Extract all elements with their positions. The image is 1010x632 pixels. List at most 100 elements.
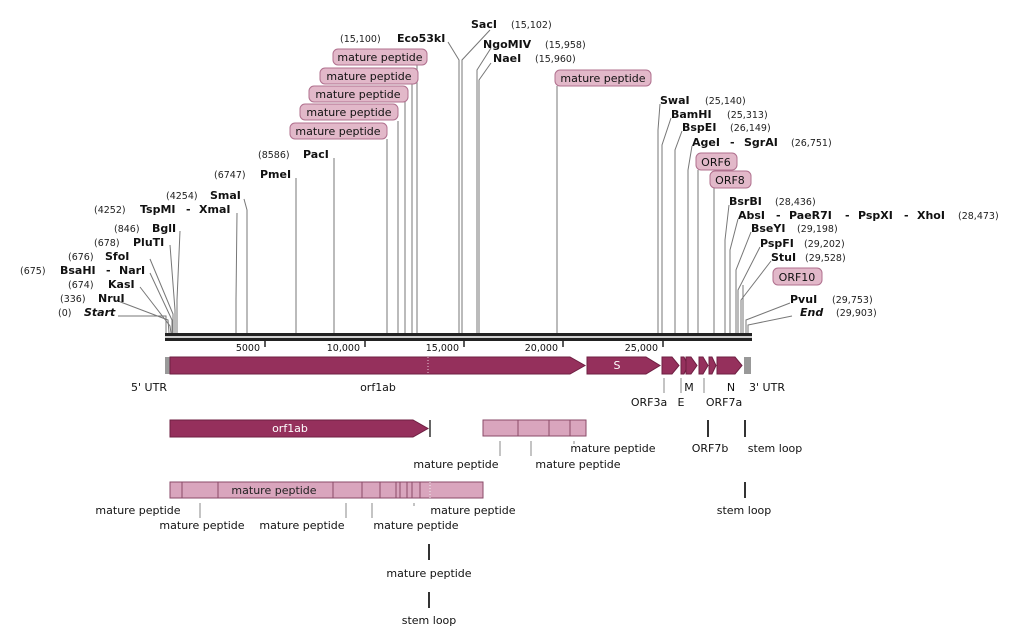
pspxi-label[interactable]: PspXI bbox=[858, 209, 893, 222]
s-gene-arrow[interactable] bbox=[586, 356, 661, 375]
mp-row-b5-label: mature peptide bbox=[373, 519, 458, 532]
pill-mature-peptide-2[interactable]: mature peptide bbox=[319, 67, 419, 85]
bamhi-label[interactable]: BamHI bbox=[671, 108, 712, 121]
naei-label[interactable]: NaeI bbox=[493, 52, 521, 65]
bamhi-pos: (25,313) bbox=[727, 110, 768, 121]
kasi-pos: (674) bbox=[68, 280, 94, 291]
svg-text:mature peptide: mature peptide bbox=[315, 88, 400, 101]
mp-row-b3-label: mature peptide bbox=[159, 519, 244, 532]
s-gene-label: S bbox=[614, 359, 621, 372]
bsahi-label[interactable]: BsaHI bbox=[60, 264, 96, 277]
mature-peptide-group-right[interactable] bbox=[482, 419, 587, 437]
bseyi-label[interactable]: BseYI bbox=[751, 222, 785, 235]
svg-text:ORF8: ORF8 bbox=[715, 174, 745, 187]
xhoi-label[interactable]: XhoI bbox=[917, 209, 945, 222]
nari-label[interactable]: NarI bbox=[119, 264, 145, 277]
paer7i-label[interactable]: PaeR7I bbox=[789, 209, 832, 222]
pill-mature-peptide-1[interactable]: mature peptide bbox=[332, 48, 428, 66]
mp-bar-label: mature peptide bbox=[231, 484, 316, 497]
svg-text:ORF10: ORF10 bbox=[779, 271, 816, 284]
tspmi-pos: (4252) bbox=[94, 205, 126, 216]
swai-label[interactable]: SwaI bbox=[660, 94, 690, 107]
mp-row-a2-label: mature peptide bbox=[413, 458, 498, 471]
pspfi-label[interactable]: PspFI bbox=[760, 237, 794, 250]
orf6-arrow[interactable] bbox=[698, 356, 709, 375]
bspei-pos: (26,149) bbox=[730, 123, 771, 134]
orf7a-arrow[interactable] bbox=[708, 356, 717, 375]
svg-text:mature peptide: mature peptide bbox=[326, 70, 411, 83]
eco53ki-pos: (15,100) bbox=[340, 34, 381, 45]
pluti-label[interactable]: PluTI bbox=[133, 236, 164, 249]
pill-mature-peptide-3[interactable]: mature peptide bbox=[308, 85, 409, 103]
enzyme-labels: (0) Start (336) NruI (674) KasI (675) Bs… bbox=[20, 148, 329, 319]
agei-pos: (26,751) bbox=[791, 138, 832, 149]
bgli-pos: (846) bbox=[114, 224, 140, 235]
orf1ab-second-label: orf1ab bbox=[272, 422, 308, 435]
pvui-label[interactable]: PvuI bbox=[790, 293, 817, 306]
smai-label[interactable]: SmaI bbox=[210, 189, 241, 202]
pluti-pos: (678) bbox=[94, 238, 120, 249]
utr5-label: 5' UTR bbox=[131, 381, 167, 394]
absi-sep2: - bbox=[845, 209, 850, 222]
n-arrow[interactable] bbox=[716, 356, 743, 375]
agei-label[interactable]: AgeI bbox=[692, 136, 720, 149]
svg-text:mature peptide: mature peptide bbox=[295, 125, 380, 138]
agei-sep: - bbox=[730, 136, 735, 149]
nrui-label[interactable]: NruI bbox=[98, 292, 125, 305]
pill-orf8[interactable]: ORF8 bbox=[709, 170, 752, 189]
pill-orf10[interactable]: ORF10 bbox=[772, 267, 823, 286]
tspmi-label[interactable]: TspMI bbox=[140, 203, 176, 216]
stem-loop-label-1: stem loop bbox=[748, 442, 803, 455]
sfoi-label[interactable]: SfoI bbox=[105, 250, 129, 263]
eco53ki-label[interactable]: Eco53kI bbox=[397, 32, 445, 45]
enzyme-labels-middle: (15,100) Eco53kI SacI (15,102) NgoMIV (1… bbox=[340, 18, 586, 65]
absi-sep1: - bbox=[776, 209, 781, 222]
feature-pills: mature peptide mature peptide mature pep… bbox=[289, 48, 823, 286]
enzyme-leader-lines bbox=[117, 29, 793, 334]
mature-peptide-bar[interactable] bbox=[169, 481, 484, 499]
paci-label[interactable]: PacI bbox=[303, 148, 329, 161]
orf1ab-label: orf1ab bbox=[360, 381, 396, 394]
orf3a-arrow[interactable] bbox=[661, 356, 680, 375]
e-label: E bbox=[678, 396, 685, 409]
end-label[interactable]: End bbox=[800, 306, 823, 319]
bspei-label[interactable]: BspEI bbox=[682, 121, 716, 134]
naei-pos: (15,960) bbox=[535, 54, 576, 65]
kasi-label[interactable]: KasI bbox=[108, 278, 135, 291]
feature-track-bottom: mature peptide stem loop bbox=[386, 544, 472, 627]
feature-track-main: S bbox=[165, 356, 751, 375]
bsrbi-pos: (28,436) bbox=[775, 197, 816, 208]
utr3-block[interactable] bbox=[744, 357, 751, 374]
orf1ab-second-arrow[interactable] bbox=[169, 419, 430, 438]
absi-label[interactable]: AbsI bbox=[738, 209, 765, 222]
saci-label[interactable]: SacI bbox=[471, 18, 497, 31]
mp-row-b2-label: mature peptide bbox=[430, 504, 515, 517]
pspfi-pos: (29,202) bbox=[804, 239, 845, 250]
utr5-block[interactable] bbox=[165, 357, 170, 374]
bsrbi-label[interactable]: BsrBI bbox=[729, 195, 762, 208]
pill-mature-peptide-5[interactable]: mature peptide bbox=[289, 122, 388, 140]
m-arrow[interactable] bbox=[685, 356, 698, 375]
bgli-label[interactable]: BglI bbox=[152, 222, 176, 235]
tick-10000: 10,000 bbox=[327, 343, 360, 354]
pill-orf6[interactable]: ORF6 bbox=[695, 152, 738, 171]
pvui-pos: (29,753) bbox=[832, 295, 873, 306]
mp-row-c-label: mature peptide bbox=[386, 567, 471, 580]
stui-pos: (29,528) bbox=[805, 253, 846, 264]
ruler-ticks: 5000 10,000 15,000 20,000 25,000 bbox=[236, 341, 664, 354]
sfoi-pos: (676) bbox=[68, 252, 94, 263]
pmei-label[interactable]: PmeI bbox=[260, 168, 291, 181]
orf1ab-arrow[interactable] bbox=[169, 356, 587, 375]
m-label: M bbox=[684, 381, 694, 394]
stui-label[interactable]: StuI bbox=[771, 251, 796, 264]
feature-track-third: mature peptide mature peptide mature pep… bbox=[95, 481, 772, 532]
pill-mature-peptide-4[interactable]: mature peptide bbox=[299, 103, 399, 121]
feature-track-second: orf1ab mature peptide mature peptide mat… bbox=[169, 419, 803, 471]
start-label[interactable]: Start bbox=[84, 306, 116, 319]
saci-pos: (15,102) bbox=[511, 20, 552, 31]
xmai-label[interactable]: XmaI bbox=[199, 203, 230, 216]
stem-loop-label-2: stem loop bbox=[717, 504, 772, 517]
sgrai-label[interactable]: SgrAI bbox=[744, 136, 778, 149]
ngomiv-label[interactable]: NgoMIV bbox=[483, 38, 532, 51]
pill-mature-peptide-6[interactable]: mature peptide bbox=[554, 69, 652, 87]
